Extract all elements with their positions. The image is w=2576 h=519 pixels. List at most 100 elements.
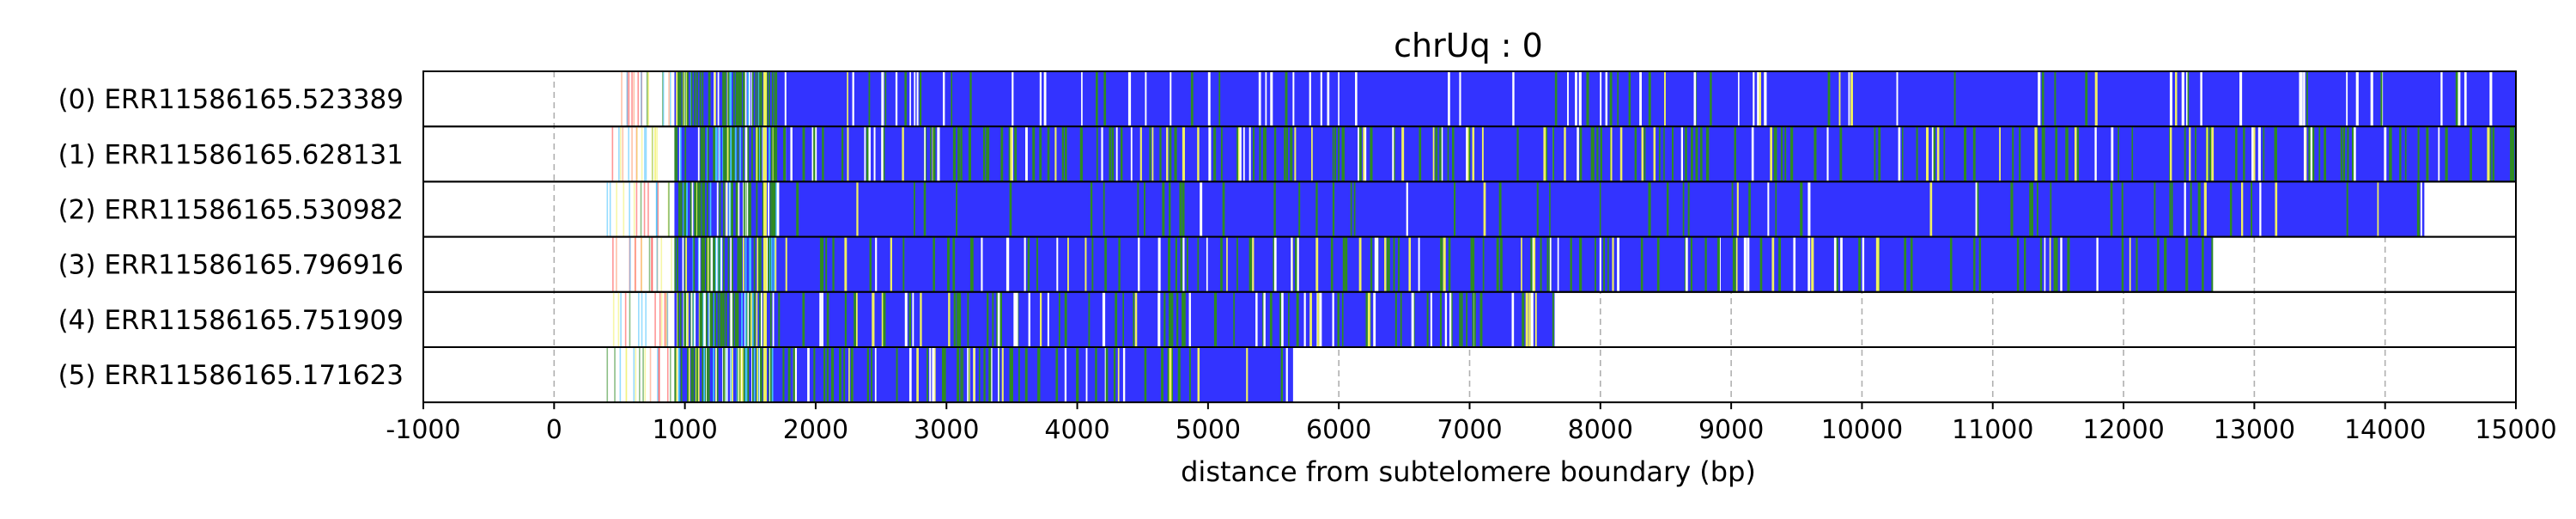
scatter-mark bbox=[854, 291, 856, 347]
dense-mark bbox=[692, 236, 695, 292]
scatter-mark bbox=[1246, 347, 1249, 403]
dense-mark bbox=[685, 71, 688, 127]
scatter-mark bbox=[1953, 71, 1956, 127]
dense-mark bbox=[710, 291, 713, 347]
dense-mark bbox=[678, 181, 680, 237]
dense-mark bbox=[759, 347, 761, 403]
sparse-mark bbox=[626, 71, 629, 127]
dense-mark bbox=[679, 71, 682, 127]
dense-mark bbox=[683, 71, 685, 127]
dense-mark bbox=[729, 291, 732, 347]
scatter-mark bbox=[1157, 291, 1161, 347]
dense-mark bbox=[758, 236, 761, 292]
scatter-mark bbox=[1600, 126, 1603, 182]
scatter-mark bbox=[1055, 347, 1059, 403]
sparse-mark bbox=[671, 236, 672, 292]
scatter-mark bbox=[1253, 126, 1255, 182]
scatter-mark bbox=[807, 347, 810, 403]
dense-mark bbox=[725, 347, 727, 403]
scatter-mark bbox=[2377, 181, 2379, 237]
scatter-mark bbox=[1964, 126, 1967, 182]
scatter-mark bbox=[2111, 126, 2114, 182]
dense-mark bbox=[718, 236, 720, 292]
sparse-mark bbox=[620, 291, 622, 347]
dense-mark bbox=[703, 236, 706, 292]
x-tick-label: 6000 bbox=[1306, 415, 1371, 445]
scatter-mark bbox=[2136, 236, 2138, 292]
scatter-mark bbox=[2055, 236, 2058, 292]
scatter-mark bbox=[1012, 71, 1014, 127]
sparse-mark bbox=[647, 71, 650, 127]
dense-mark bbox=[760, 71, 762, 127]
dense-mark bbox=[716, 181, 719, 237]
scatter-mark bbox=[1105, 347, 1109, 403]
scatter-mark bbox=[1010, 126, 1012, 182]
scatter-mark bbox=[2036, 181, 2038, 237]
dense-mark bbox=[700, 126, 702, 182]
scatter-mark bbox=[1453, 181, 1456, 237]
scatter-mark bbox=[1319, 291, 1322, 347]
dense-mark bbox=[708, 291, 710, 347]
scatter-mark bbox=[1546, 236, 1549, 292]
scatter-mark bbox=[919, 71, 922, 127]
dense-mark bbox=[774, 126, 776, 182]
scatter-mark bbox=[1466, 126, 1468, 182]
scatter-mark bbox=[1579, 126, 1583, 182]
scatter-mark bbox=[1443, 236, 1446, 292]
dense-mark bbox=[694, 291, 696, 347]
sparse-mark bbox=[645, 126, 647, 182]
scatter-mark bbox=[1024, 347, 1028, 403]
scatter-mark bbox=[1634, 126, 1637, 182]
dense-mark bbox=[700, 291, 702, 347]
scatter-mark bbox=[1350, 181, 1352, 237]
dense-mark bbox=[742, 126, 744, 182]
dense-mark bbox=[741, 291, 743, 347]
scatter-mark bbox=[909, 71, 911, 127]
scatter-mark bbox=[2445, 126, 2448, 182]
dense-mark bbox=[691, 181, 694, 237]
scatter-mark bbox=[881, 126, 884, 182]
dense-mark bbox=[772, 126, 775, 182]
x-tick-label: 15000 bbox=[2475, 415, 2556, 445]
scatter-mark bbox=[821, 236, 823, 292]
scatter-mark bbox=[822, 126, 824, 182]
scatter-mark bbox=[1027, 236, 1030, 292]
scatter-mark bbox=[902, 236, 905, 292]
dense-mark bbox=[729, 71, 732, 127]
scatter-mark bbox=[1757, 71, 1760, 127]
dense-mark bbox=[737, 181, 739, 237]
dense-mark bbox=[739, 126, 742, 182]
scatter-mark bbox=[923, 181, 927, 237]
scatter-mark bbox=[2184, 126, 2186, 182]
scatter-mark bbox=[1039, 71, 1042, 127]
sparse-mark bbox=[666, 347, 669, 403]
dense-mark bbox=[702, 181, 705, 237]
scatter-mark bbox=[832, 236, 835, 292]
scatter-mark bbox=[1532, 236, 1535, 292]
scatter-mark bbox=[1064, 126, 1067, 182]
scatter-mark bbox=[2416, 181, 2420, 237]
scatter-mark bbox=[1081, 71, 1083, 127]
scatter-mark bbox=[1263, 126, 1267, 182]
sparse-mark bbox=[665, 291, 668, 347]
scatter-mark bbox=[1586, 71, 1589, 127]
scatter-mark bbox=[1292, 71, 1295, 127]
scatter-mark bbox=[987, 126, 990, 182]
scatter-mark bbox=[1441, 126, 1443, 182]
scatter-mark bbox=[883, 126, 885, 182]
read-label: (3) ERR11586165.796916 bbox=[58, 250, 404, 281]
scatter-mark bbox=[1531, 291, 1534, 347]
scatter-mark bbox=[1342, 236, 1346, 292]
dense-mark bbox=[732, 126, 735, 182]
dense-mark bbox=[769, 236, 772, 292]
dense-mark bbox=[698, 236, 701, 292]
x-tick-label: 4000 bbox=[1044, 415, 1109, 445]
scatter-mark bbox=[844, 236, 848, 292]
scatter-mark bbox=[1393, 236, 1395, 292]
scatter-mark bbox=[1367, 291, 1370, 347]
scatter-mark bbox=[1311, 126, 1313, 182]
scatter-mark bbox=[2131, 126, 2134, 182]
scatter-mark bbox=[1653, 126, 1656, 182]
scatter-mark bbox=[948, 291, 951, 347]
scatter-mark bbox=[1252, 236, 1255, 292]
